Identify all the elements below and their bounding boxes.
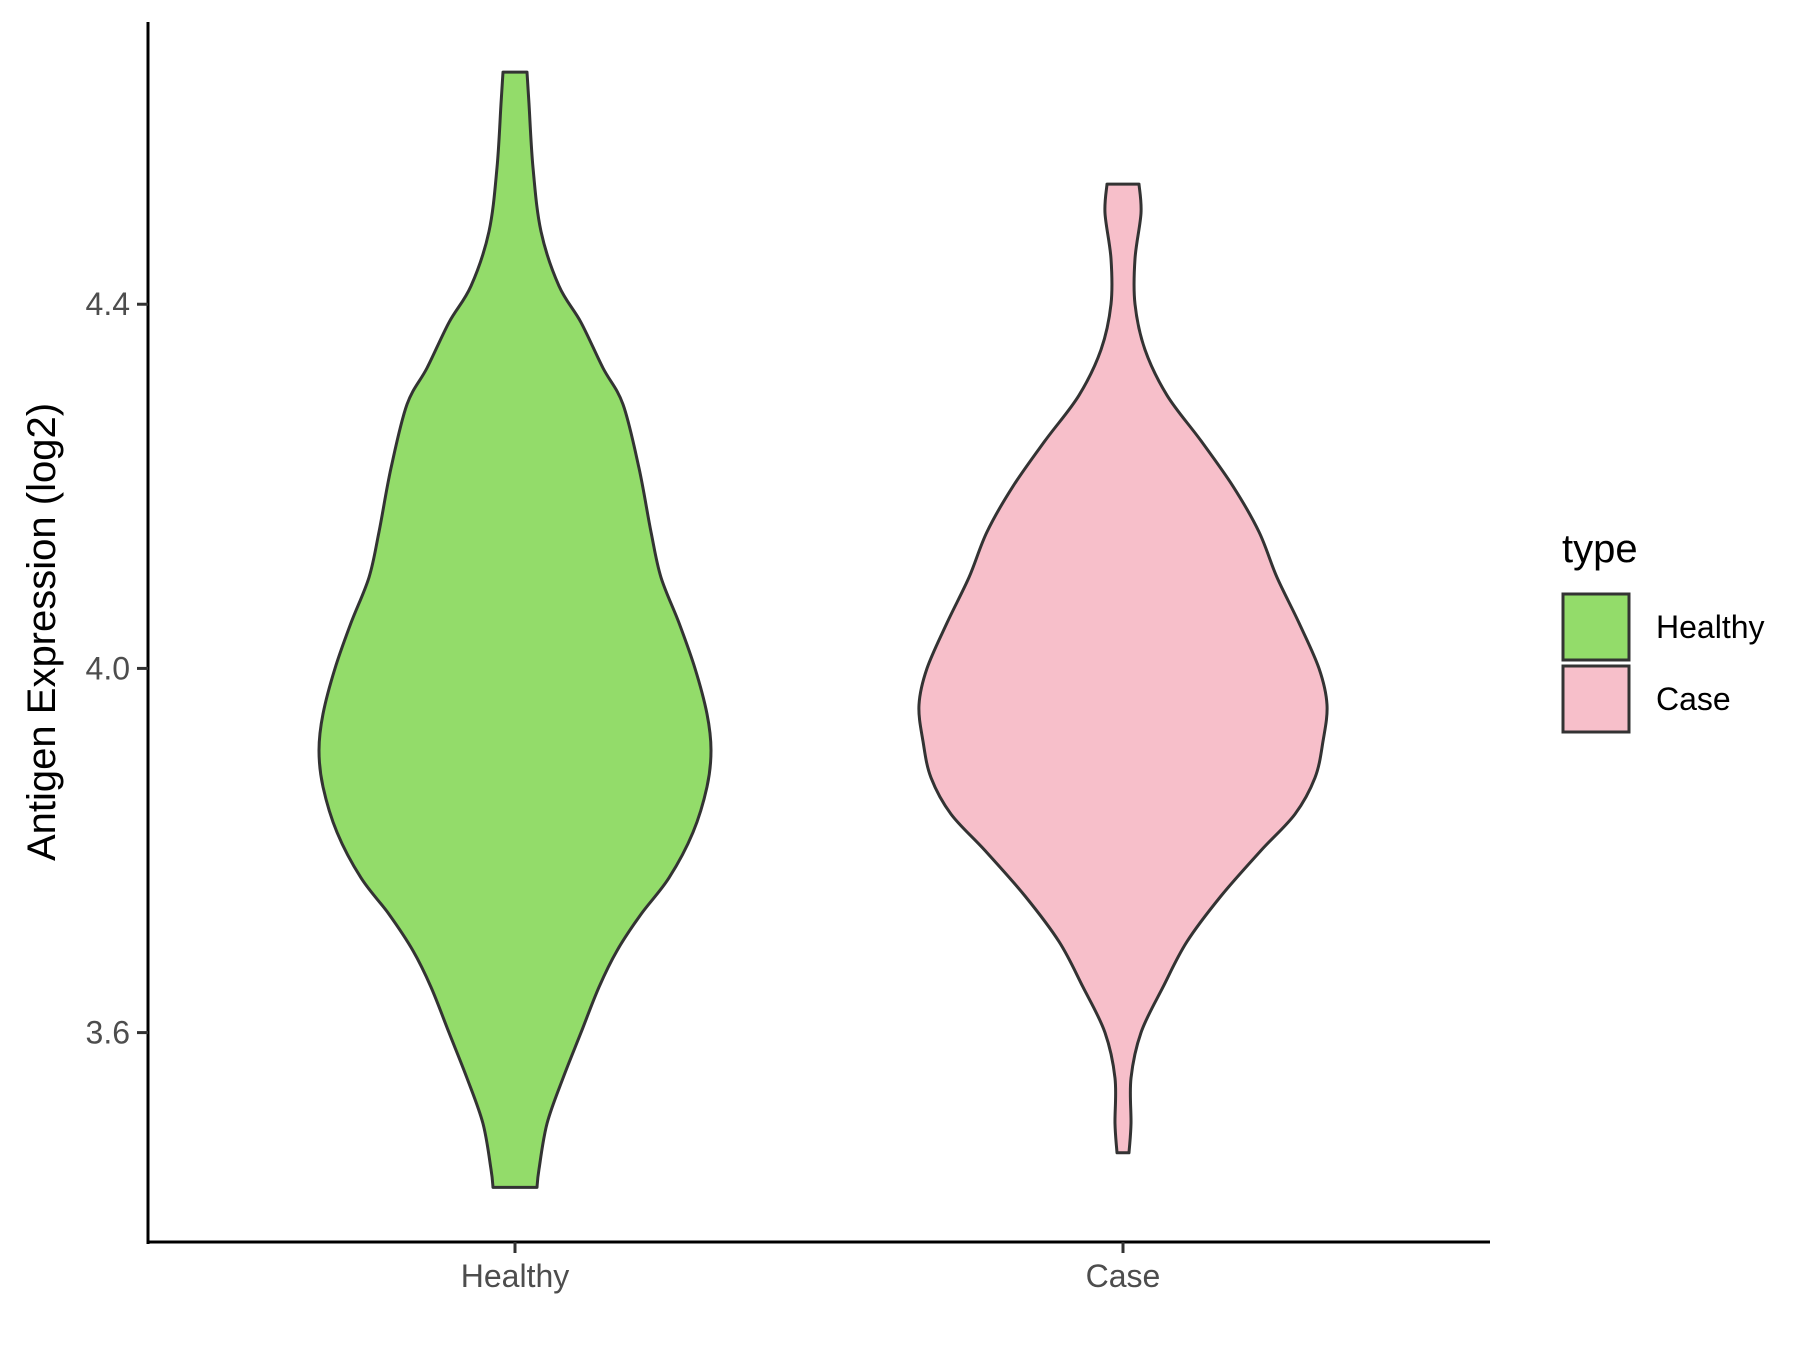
y-tick-label: 3.6 bbox=[86, 1015, 130, 1051]
violins bbox=[317, 70, 1329, 1189]
legend-label-healthy: Healthy bbox=[1656, 609, 1765, 645]
legend-swatch-healthy bbox=[1561, 592, 1631, 662]
y-axis-title: Antigen Expression (log2) bbox=[20, 403, 64, 861]
y-tick-label: 4.4 bbox=[86, 286, 130, 322]
violin-healthy bbox=[317, 70, 713, 1189]
legend-title: type bbox=[1562, 527, 1638, 571]
legend: type Healthy Case bbox=[1561, 527, 1765, 734]
legend-swatch-case bbox=[1561, 664, 1631, 734]
y-tick-label: 4.0 bbox=[86, 650, 130, 686]
x-tick-label: Healthy bbox=[461, 1258, 570, 1294]
x-axis: Healthy Case bbox=[147, 1240, 1490, 1294]
x-tick-label: Case bbox=[1086, 1258, 1161, 1294]
y-axis: 3.6 4.0 4.4 bbox=[86, 22, 150, 1244]
violin-case bbox=[917, 182, 1329, 1155]
legend-label-case: Case bbox=[1656, 681, 1731, 717]
